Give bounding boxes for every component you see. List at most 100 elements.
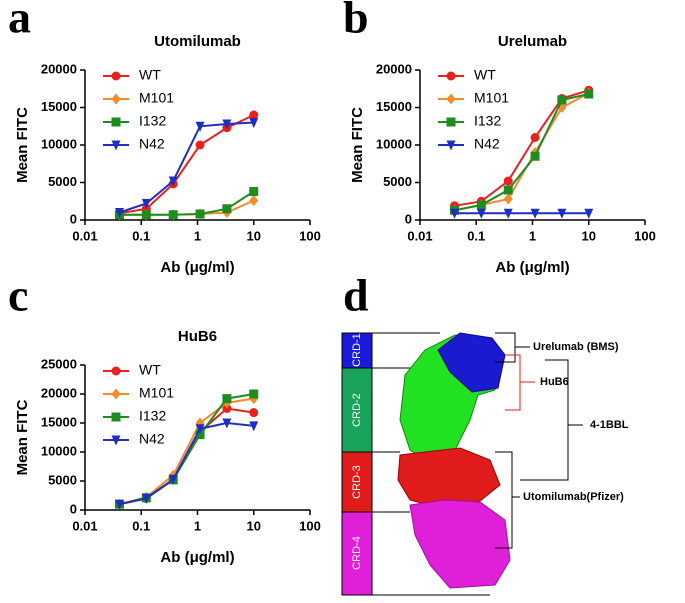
legend-label: I132 bbox=[139, 113, 166, 129]
legend-label: M101 bbox=[139, 385, 174, 401]
point bbox=[111, 412, 121, 422]
point bbox=[249, 389, 259, 399]
point bbox=[476, 208, 486, 219]
y-tick-label: 0 bbox=[70, 211, 77, 226]
point bbox=[141, 199, 151, 209]
legend-label: I132 bbox=[474, 113, 501, 129]
x-axis-label: Ab (μg/ml) bbox=[160, 259, 234, 276]
y-tick-label: 20000 bbox=[41, 61, 77, 76]
series-line bbox=[454, 93, 590, 212]
point bbox=[222, 394, 232, 404]
point bbox=[249, 195, 259, 206]
point bbox=[249, 421, 259, 432]
y-tick-label: 15000 bbox=[376, 99, 412, 114]
y-tick-label: 10000 bbox=[41, 443, 77, 458]
x-tick-label: 1 bbox=[194, 228, 201, 243]
legend-label: I132 bbox=[139, 408, 166, 424]
x-tick-label: 100 bbox=[299, 228, 321, 243]
point bbox=[476, 200, 486, 210]
legend-label: M101 bbox=[139, 90, 174, 106]
y-axis-label: Mean FITC bbox=[349, 107, 366, 183]
point bbox=[222, 204, 232, 214]
x-tick-label: 1 bbox=[194, 518, 201, 533]
point bbox=[111, 388, 121, 400]
x-tick-label: 10 bbox=[247, 518, 261, 533]
legend-label: N42 bbox=[139, 136, 165, 152]
point bbox=[249, 110, 259, 120]
chart-title: Utomilumab bbox=[154, 33, 241, 50]
epitope-label: Utomilumab(Pfizer) bbox=[523, 491, 624, 503]
chart-title: Urelumab bbox=[498, 33, 567, 50]
point bbox=[111, 435, 121, 446]
point bbox=[584, 208, 594, 219]
point bbox=[114, 499, 124, 510]
point bbox=[446, 140, 456, 151]
point bbox=[557, 95, 567, 105]
series-line bbox=[119, 114, 255, 215]
legend-label: WT bbox=[139, 67, 161, 83]
point bbox=[195, 121, 205, 132]
point bbox=[503, 185, 513, 195]
y-tick-label: 20000 bbox=[41, 385, 77, 400]
legend-label: N42 bbox=[139, 431, 165, 447]
series-line bbox=[119, 121, 254, 214]
x-tick-label: 0.1 bbox=[132, 518, 150, 533]
series-line bbox=[119, 199, 255, 216]
crd-label: CRD-4 bbox=[351, 536, 363, 570]
y-axis-label: Mean FITC bbox=[14, 107, 31, 183]
point bbox=[249, 118, 259, 128]
epitope-label: 4-1BBL bbox=[590, 419, 629, 431]
panel-letter: b bbox=[343, 0, 369, 43]
y-tick-label: 15000 bbox=[41, 414, 77, 429]
chart: a Utomilumab Mean FITC Ab (μg/ml) 0 5000 10000… bbox=[8, 0, 321, 276]
crd-box bbox=[341, 367, 373, 453]
point bbox=[503, 176, 513, 186]
point bbox=[530, 151, 540, 161]
y-tick-label: 5000 bbox=[383, 174, 412, 189]
point bbox=[222, 404, 232, 413]
diagram: d CRD-1 CRD-2 CRD-3 CRD-4 Urelumab (BMS)… bbox=[341, 270, 629, 596]
y-tick-label: 15000 bbox=[41, 99, 77, 114]
chart-title: HuB6 bbox=[178, 328, 217, 345]
chart: b Urelumab Mean FITC Ab (μg/ml) 0 5000 10000 15… bbox=[343, 0, 656, 276]
y-tick-label: 5000 bbox=[48, 472, 77, 487]
point bbox=[111, 117, 121, 127]
point bbox=[584, 89, 594, 99]
x-axis-label: Ab (μg/ml) bbox=[495, 259, 569, 276]
series-line bbox=[454, 92, 590, 212]
y-tick-label: 5000 bbox=[48, 174, 77, 189]
series-line bbox=[119, 421, 254, 506]
point bbox=[557, 208, 567, 219]
point bbox=[168, 474, 178, 485]
panel-letter: a bbox=[8, 0, 31, 43]
point bbox=[111, 140, 121, 151]
chart: c HuB6 Mean FITC Ab (μg/ml) 0 5000 10000 15000 2… bbox=[8, 270, 321, 566]
x-tick-label: 10 bbox=[582, 228, 596, 243]
legend-label: M101 bbox=[474, 90, 509, 106]
x-tick-label: 100 bbox=[299, 518, 321, 533]
brackets bbox=[495, 332, 583, 549]
legend-label: N42 bbox=[474, 136, 500, 152]
panel-letter: d bbox=[343, 270, 369, 321]
point bbox=[168, 176, 178, 187]
point bbox=[449, 208, 459, 219]
point bbox=[111, 71, 121, 81]
y-tick-label: 25000 bbox=[41, 356, 77, 371]
point bbox=[503, 208, 513, 219]
legend-label: WT bbox=[474, 67, 496, 83]
surface-crd4 bbox=[409, 499, 511, 589]
y-tick-label: 10000 bbox=[41, 136, 77, 151]
guide-lines bbox=[372, 332, 490, 596]
x-tick-label: 0.01 bbox=[72, 518, 97, 533]
point bbox=[446, 71, 456, 81]
series-line bbox=[119, 190, 255, 216]
point bbox=[503, 193, 513, 205]
x-tick-label: 0.01 bbox=[72, 228, 97, 243]
point bbox=[168, 210, 178, 220]
point bbox=[195, 209, 205, 219]
point bbox=[222, 119, 232, 130]
crd-label: CRD-2 bbox=[351, 393, 363, 427]
x-tick-label: 10 bbox=[247, 228, 261, 243]
point bbox=[530, 133, 540, 142]
